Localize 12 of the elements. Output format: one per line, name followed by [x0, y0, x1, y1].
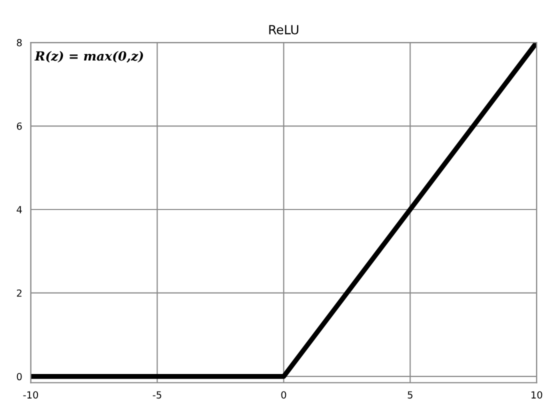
annotation: R(z) = max(0,z): [34, 51, 143, 63]
x-tick-label: -10: [23, 391, 38, 399]
y-tick-label: 6: [16, 122, 22, 130]
y-tick-label: 8: [16, 39, 22, 46]
chart-title: ReLU: [269, 25, 298, 34]
x-tick-label: 10: [532, 391, 542, 399]
y-tick-label: 4: [16, 206, 22, 214]
x-tick-label: 0: [281, 391, 286, 399]
x-tick-label: -5: [152, 391, 162, 399]
y-tick-label: 0: [16, 372, 22, 380]
y-tick-label: 2: [16, 289, 22, 297]
x-tick-label: 5: [408, 391, 412, 399]
